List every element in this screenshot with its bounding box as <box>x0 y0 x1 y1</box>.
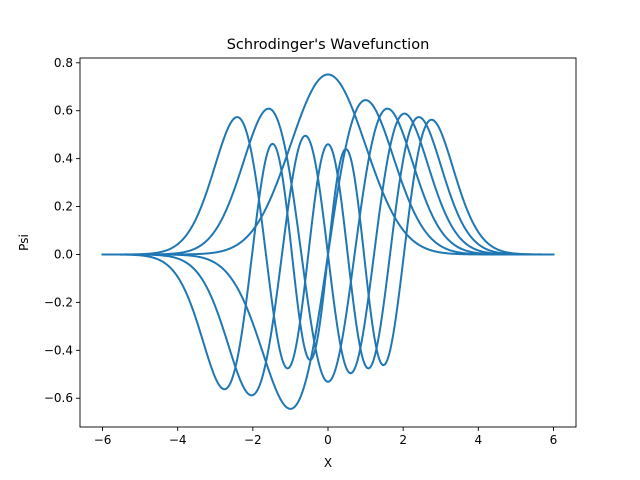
x-tick-label: 2 <box>399 433 407 447</box>
x-tick-label: 6 <box>550 433 558 447</box>
x-axis-label: X <box>324 456 332 470</box>
wavefunction-line-n5 <box>101 118 555 391</box>
y-tick-label: −0.4 <box>44 343 73 357</box>
wavefunction-line-n0 <box>101 73 555 256</box>
plot-frame <box>79 57 577 428</box>
y-tick-label: 0.0 <box>54 247 73 261</box>
x-tick-label: −4 <box>169 433 187 447</box>
wavefunction-line-n4 <box>101 116 555 370</box>
x-axis: −6 −4 −2 0 2 4 6 <box>94 427 558 447</box>
series-layer <box>101 73 555 410</box>
y-tick-label: 0.8 <box>54 56 73 70</box>
x-tick-label: −2 <box>244 433 262 447</box>
x-tick-label: 4 <box>474 433 482 447</box>
x-tick-label: −6 <box>94 433 112 447</box>
y-tick-label: 0.4 <box>54 152 73 166</box>
y-tick-label: 0.6 <box>54 104 73 118</box>
x-tick-label: 0 <box>324 433 332 447</box>
y-axis-label: Psi <box>17 234 31 251</box>
y-tick-label: −0.2 <box>44 295 73 309</box>
wavefunction-line-n2 <box>101 107 555 383</box>
y-tick-label: −0.6 <box>44 391 73 405</box>
y-axis: −0.6 −0.4 −0.2 0.0 0.2 0.4 0.6 0.8 <box>44 56 80 405</box>
chart-title: Schrodinger's Wavefunction <box>227 37 430 53</box>
y-tick-label: 0.2 <box>54 200 73 214</box>
